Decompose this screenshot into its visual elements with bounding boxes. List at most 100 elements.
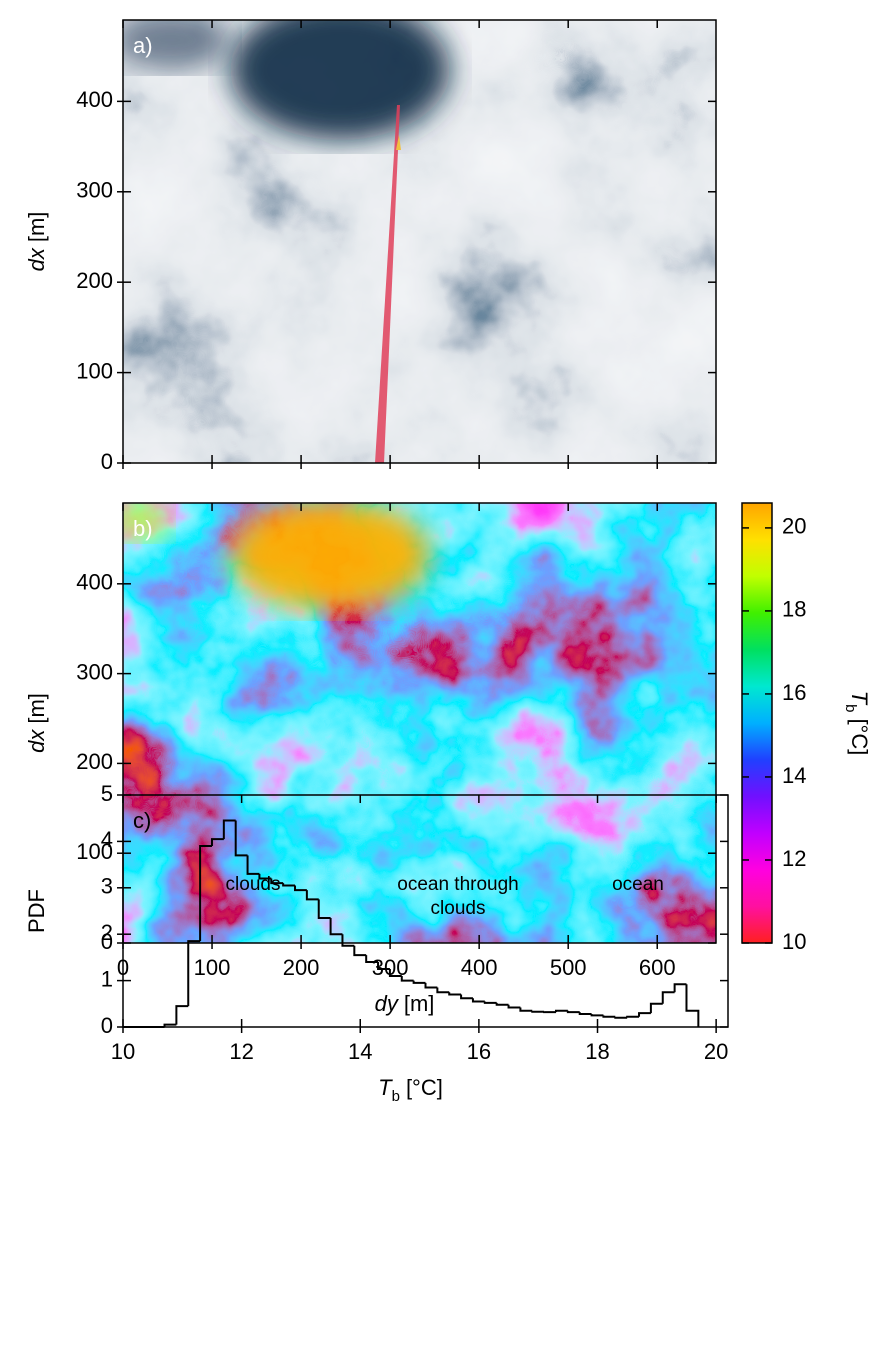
y-axis-label: PDF [24, 889, 49, 933]
x-tick-label: 20 [704, 1039, 728, 1064]
histogram-bin [365, 955, 379, 964]
colorbar-tick-label: 20 [782, 514, 806, 539]
y-tick-label: 1 [101, 966, 113, 991]
colorbar-frame [741, 502, 773, 944]
plot-frame [122, 19, 717, 464]
histogram-bin [626, 1015, 640, 1018]
annotation: clouds [226, 874, 281, 895]
y-axis-label: dx [m] [24, 693, 49, 753]
panel-label: b) [133, 516, 153, 541]
y-tick-label: 300 [76, 659, 113, 684]
x-tick-label: 400 [461, 955, 498, 980]
label-part: b [842, 704, 859, 712]
y-tick-label: 100 [76, 358, 113, 383]
colorbar-label: Tb [°C] [842, 691, 872, 756]
histogram-bin [353, 945, 367, 957]
x-tick-label: 10 [111, 1039, 135, 1064]
label-part: dx [24, 729, 49, 753]
panel-label: a) [133, 33, 153, 58]
histogram-bin [258, 873, 272, 880]
x-tick-label: 200 [283, 955, 320, 980]
label-part: dy [375, 991, 400, 1016]
annotation: clouds [431, 898, 486, 919]
label-part: dx [24, 247, 49, 271]
plot-frame [122, 794, 729, 1028]
histogram-bin [187, 940, 201, 1007]
y-tick-label: 300 [76, 178, 113, 203]
histogram-bin [412, 980, 426, 984]
colorbar-tick-label: 16 [782, 680, 806, 705]
histogram-bin [685, 984, 700, 1027]
y-tick-label: 400 [76, 570, 113, 595]
y-tick-label: 3 [101, 874, 113, 899]
x-tick-label: 100 [194, 955, 231, 980]
histogram-bin [495, 1002, 509, 1006]
colorbar-tick-label: 18 [782, 597, 806, 622]
y-tick-label: 200 [76, 749, 113, 774]
histogram-bin [483, 1001, 497, 1004]
y-tick-label: 4 [101, 827, 113, 852]
label-part: [°C] [847, 718, 872, 755]
label-part: [°C] [406, 1075, 443, 1100]
plot-frame [122, 502, 717, 944]
colorbar-tick-label: 12 [782, 846, 806, 871]
label-part: [m] [24, 212, 49, 243]
histogram-bin [400, 975, 414, 982]
x-axis-label: dy [m] [375, 991, 435, 1016]
histogram-bin [448, 992, 462, 996]
colorbar-tick-label: 10 [782, 929, 806, 954]
histogram-bin [614, 1016, 628, 1019]
y-tick-label: 2 [101, 920, 113, 945]
histogram-bin [424, 982, 438, 989]
histogram-bin [270, 878, 284, 885]
histogram-bin [590, 1014, 604, 1017]
label-part: T [378, 1075, 393, 1100]
y-tick-label: 0 [101, 929, 113, 954]
histogram-bin [661, 991, 675, 1004]
annotation: ocean [612, 874, 664, 895]
colorbar [742, 503, 772, 943]
y-tick-label: 0 [101, 449, 113, 474]
y-tick-label: 400 [76, 87, 113, 112]
y-axis-label: dx [m] [24, 212, 49, 272]
histogram-bin [163, 1023, 177, 1027]
temperature-map [123, 503, 716, 943]
histogram-bin [282, 883, 296, 887]
histogram-bin [317, 899, 331, 919]
histogram-bin [436, 987, 450, 994]
y-tick-label: 200 [76, 268, 113, 293]
histogram-bin [341, 934, 355, 947]
x-tick-label: 18 [585, 1039, 609, 1064]
y-tick-label: 0 [101, 1013, 113, 1038]
histogram-bin [638, 1012, 651, 1017]
cloud-image [123, 20, 716, 463]
annotation: ocean through [397, 874, 519, 895]
x-axis-label: Tb [°C] [378, 1075, 443, 1105]
histogram-bin [471, 998, 485, 1003]
histogram-bin [234, 820, 248, 857]
histogram-bin [175, 1005, 189, 1025]
histogram-bin [507, 1004, 521, 1009]
histogram-bin [305, 890, 319, 901]
histogram-bin [388, 969, 402, 977]
histogram-bin [294, 885, 307, 892]
histogram-bin [531, 1010, 545, 1013]
x-tick-label: 500 [550, 955, 587, 980]
histogram-bin [602, 1015, 616, 1018]
histogram-bin [649, 1002, 663, 1014]
histogram-bin [377, 962, 390, 970]
histogram-bin [566, 1010, 580, 1014]
colorbar-tick-label: 14 [782, 763, 806, 788]
label-part: [m] [24, 693, 49, 724]
label-part: PDF [24, 889, 49, 933]
histogram-bin [329, 917, 343, 936]
histogram-bin [199, 845, 212, 942]
y-tick-label: 100 [76, 839, 113, 864]
y-tick-label: 5 [101, 781, 113, 806]
histogram-bin [554, 1009, 568, 1013]
panel-label: c) [133, 808, 151, 833]
label-part: [m] [404, 991, 435, 1016]
x-tick-label: 12 [229, 1039, 253, 1064]
histogram-bin [246, 855, 260, 875]
